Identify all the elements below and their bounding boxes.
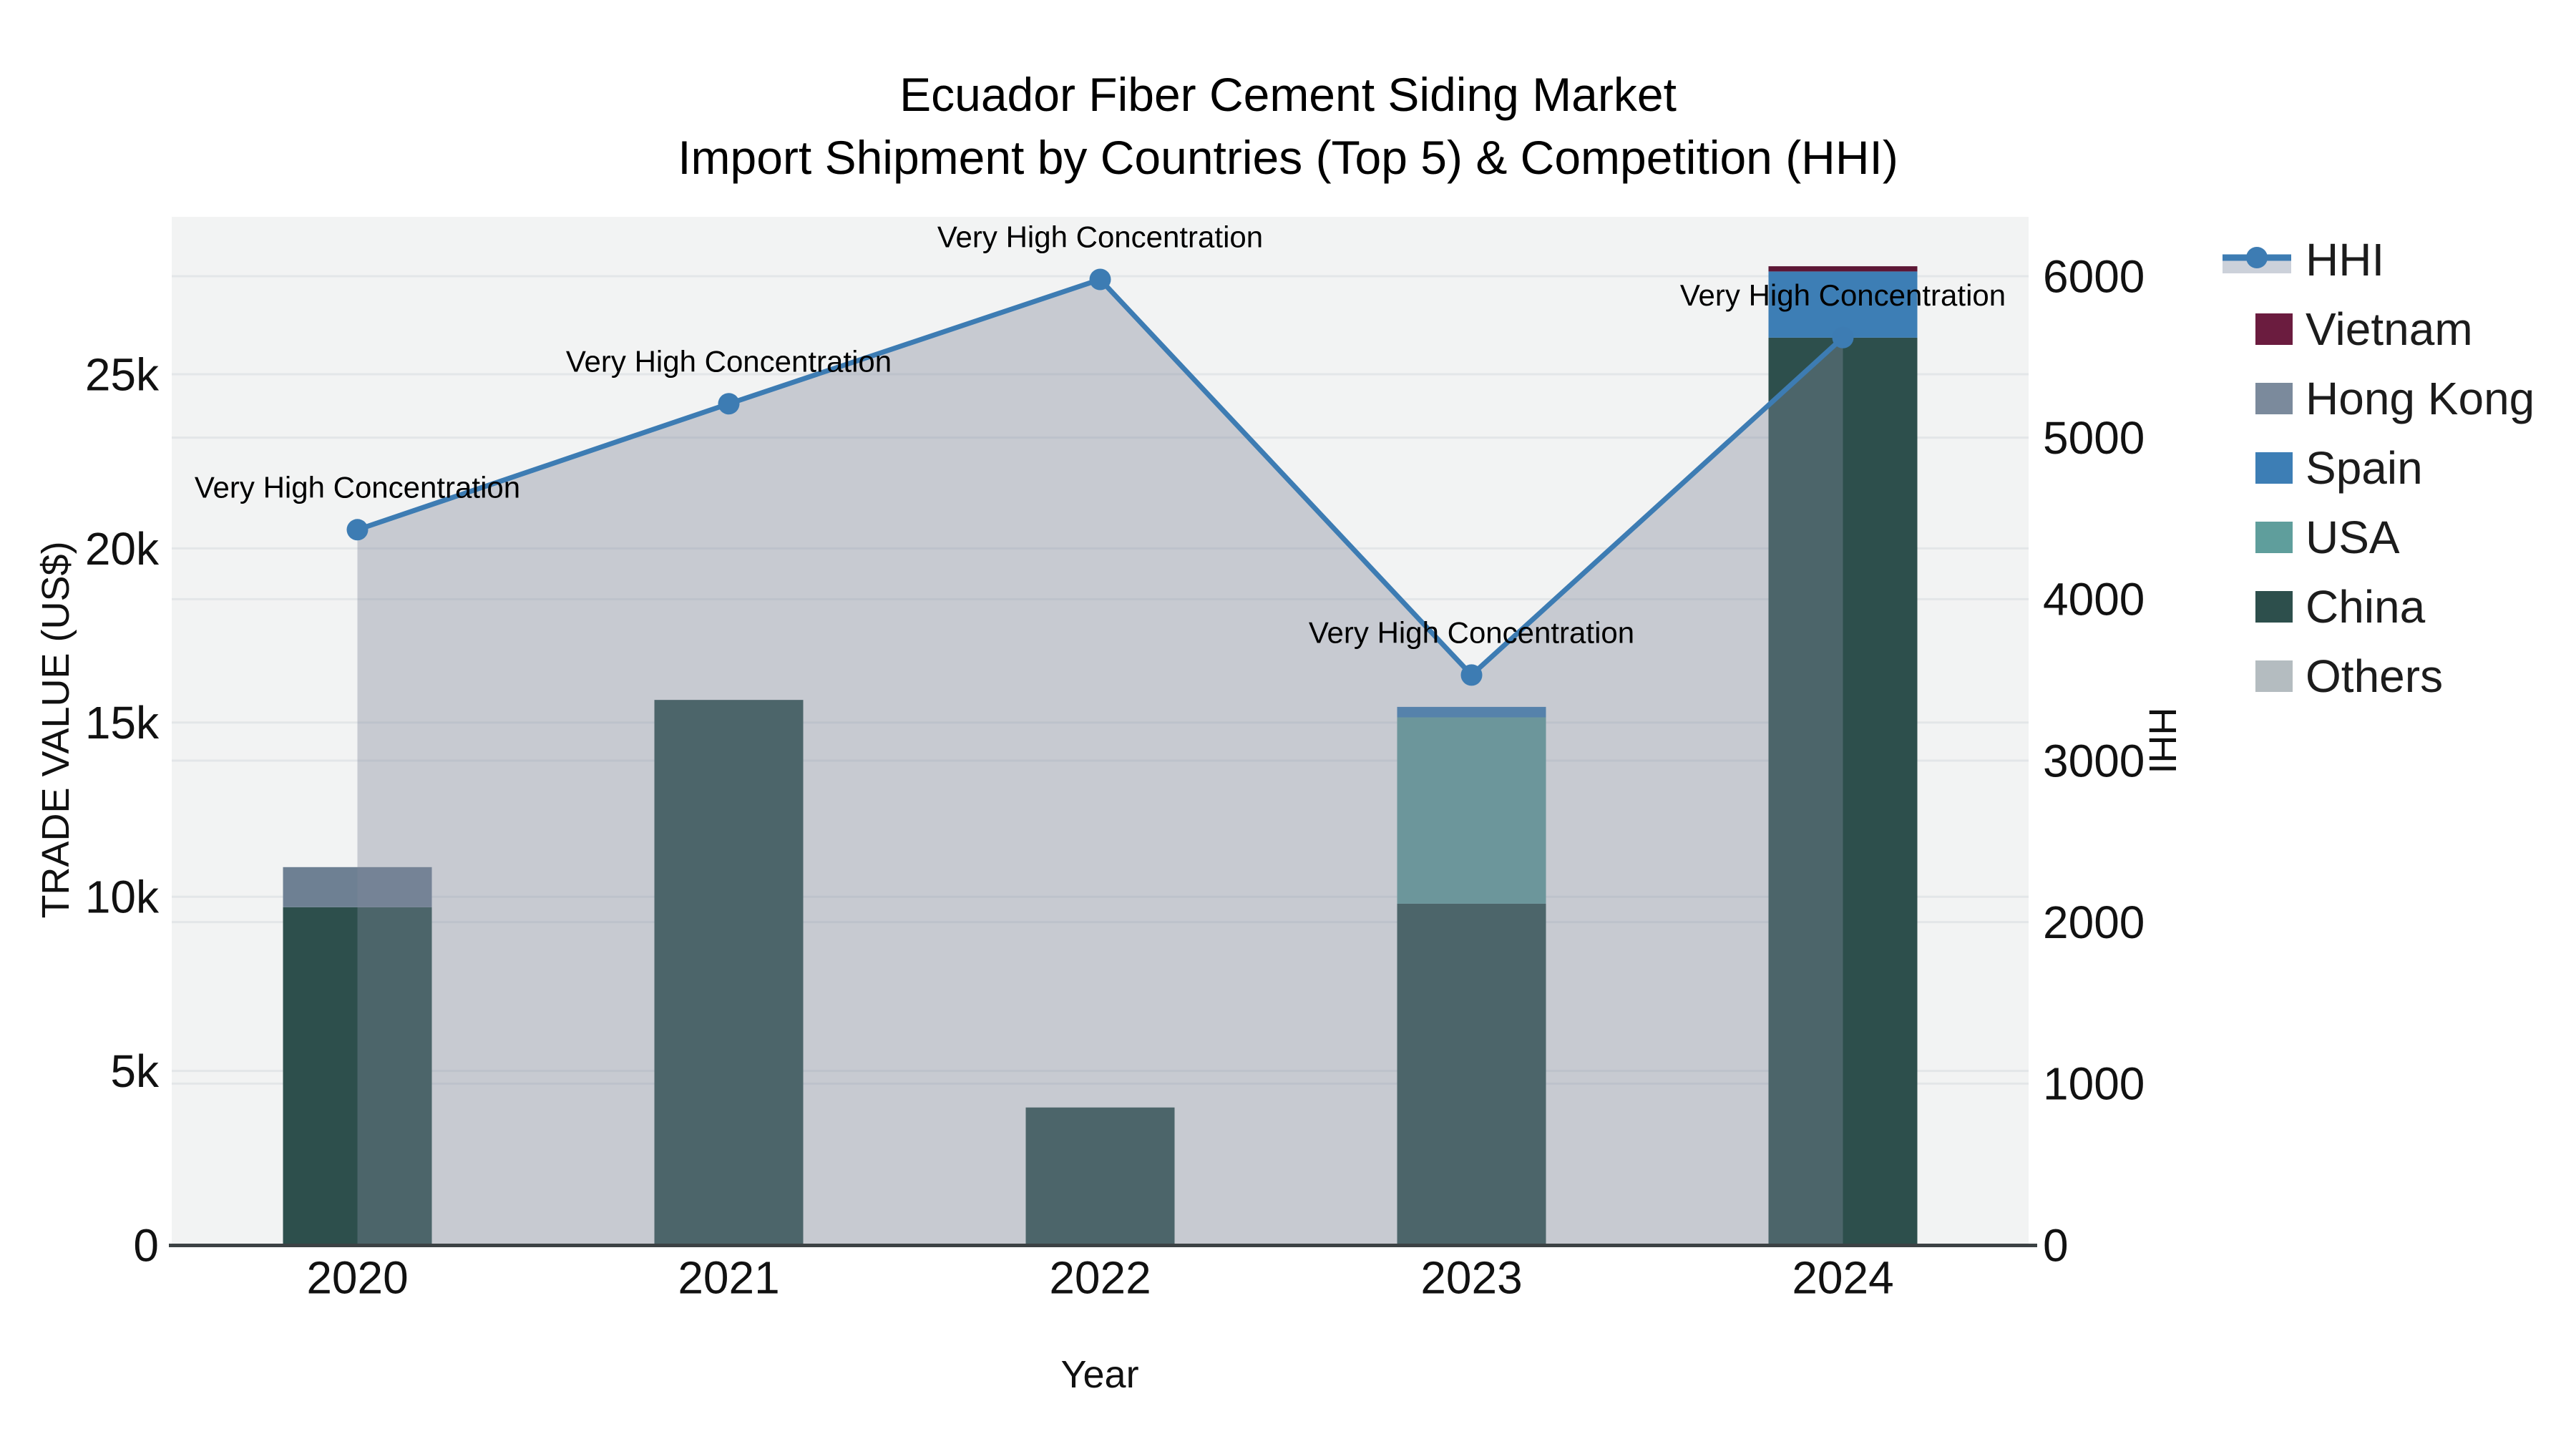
hhi-point-2022[interactable] — [1089, 268, 1111, 291]
bar-hong-kong-2020[interactable] — [283, 867, 432, 907]
hhi-point-2024[interactable] — [1832, 326, 1854, 348]
y-right-tick-5000: 5000 — [2043, 412, 2145, 464]
bar-usa-2023[interactable] — [1397, 717, 1546, 904]
legend-label: Others — [2306, 650, 2444, 702]
y-right-tick-1000: 1000 — [2043, 1058, 2145, 1110]
x-axis-title: Year — [1060, 1353, 1139, 1396]
y-axis-title-right: HHI — [2141, 707, 2184, 774]
bar-china-2023[interactable] — [1397, 903, 1546, 1245]
legend-swatch-hong-kong — [2255, 383, 2293, 414]
legend-label: Spain — [2306, 442, 2423, 494]
y-left-tick-20k: 20k — [85, 523, 160, 575]
y-left-tick-5k: 5k — [110, 1045, 160, 1097]
hhi-point-2020[interactable] — [346, 519, 369, 541]
y-right-tick-2000: 2000 — [2043, 897, 2145, 948]
bar-china-2022[interactable] — [1025, 1107, 1175, 1245]
y-left-tick-25k: 25k — [85, 348, 160, 400]
legend-swatch-china — [2255, 591, 2293, 623]
legend-label: Vietnam — [2306, 303, 2473, 355]
hhi-point-2021[interactable] — [718, 393, 740, 415]
y-right-tick-4000: 4000 — [2043, 574, 2145, 625]
annotation-2022: Very High Concentration — [937, 220, 1263, 254]
annotation-2021: Very High Concentration — [566, 344, 892, 378]
y-left-tick-15k: 15k — [85, 697, 160, 748]
x-tick-2022: 2022 — [1049, 1252, 1151, 1303]
plot-background — [172, 217, 2029, 1245]
y-axis-title-left: TRADE VALUE (US$) — [34, 541, 77, 919]
legend-item-others[interactable]: Others — [2223, 642, 2443, 711]
hhi-point-2023[interactable] — [1460, 664, 1483, 686]
annotation-2024: Very High Concentration — [1680, 278, 2006, 312]
x-axis-line — [169, 1244, 2037, 1247]
legend-label: USA — [2306, 512, 2400, 563]
annotation-2023: Very High Concentration — [1309, 615, 1634, 649]
legend-item-china[interactable]: China — [2223, 572, 2425, 641]
legend-label: HHI — [2306, 234, 2385, 286]
chart-title-line1: Ecuador Fiber Cement Siding Market — [899, 68, 1677, 121]
legend-item-hong-kong[interactable]: Hong Kong — [2223, 364, 2534, 433]
bar-vietnam-2024[interactable] — [1768, 266, 1918, 272]
legend-label: Hong Kong — [2306, 373, 2535, 424]
x-tick-2020: 2020 — [306, 1252, 408, 1303]
legend-swatch-vietnam — [2255, 313, 2293, 345]
legend-swatch-usa — [2255, 522, 2293, 553]
bar-china-2024[interactable] — [1768, 337, 1918, 1245]
y-right-tick-6000: 6000 — [2043, 250, 2145, 302]
hhi-area-fill — [357, 279, 1843, 1246]
annotation-2020: Very High Concentration — [195, 470, 520, 504]
bar-spain-2024[interactable] — [1768, 271, 1918, 338]
bar-spain-2023[interactable] — [1397, 706, 1546, 718]
y-left-tick-0: 0 — [133, 1219, 159, 1271]
x-tick-2023: 2023 — [1420, 1252, 1522, 1303]
legend-item-hhi[interactable]: HHI — [2223, 225, 2384, 294]
y-right-tick-0: 0 — [2043, 1219, 2069, 1271]
chart-title-line2: Import Shipment by Countries (Top 5) & C… — [678, 131, 1898, 184]
legend-swatch-others — [2255, 660, 2293, 692]
y-left-tick-10k: 10k — [85, 872, 160, 923]
x-tick-2024: 2024 — [1792, 1252, 1893, 1303]
legend-item-vietnam[interactable]: Vietnam — [2223, 295, 2473, 364]
legend-item-spain[interactable]: Spain — [2223, 434, 2423, 502]
legend-item-usa[interactable]: USA — [2223, 503, 2400, 572]
legend-swatch-spain — [2255, 452, 2293, 484]
hhi-line-sample — [2223, 240, 2293, 279]
bar-china-2020[interactable] — [283, 907, 432, 1245]
x-tick-2021: 2021 — [678, 1252, 779, 1303]
y-right-tick-3000: 3000 — [2043, 735, 2145, 786]
legend-label: China — [2306, 581, 2426, 633]
bar-china-2021[interactable] — [654, 700, 804, 1245]
